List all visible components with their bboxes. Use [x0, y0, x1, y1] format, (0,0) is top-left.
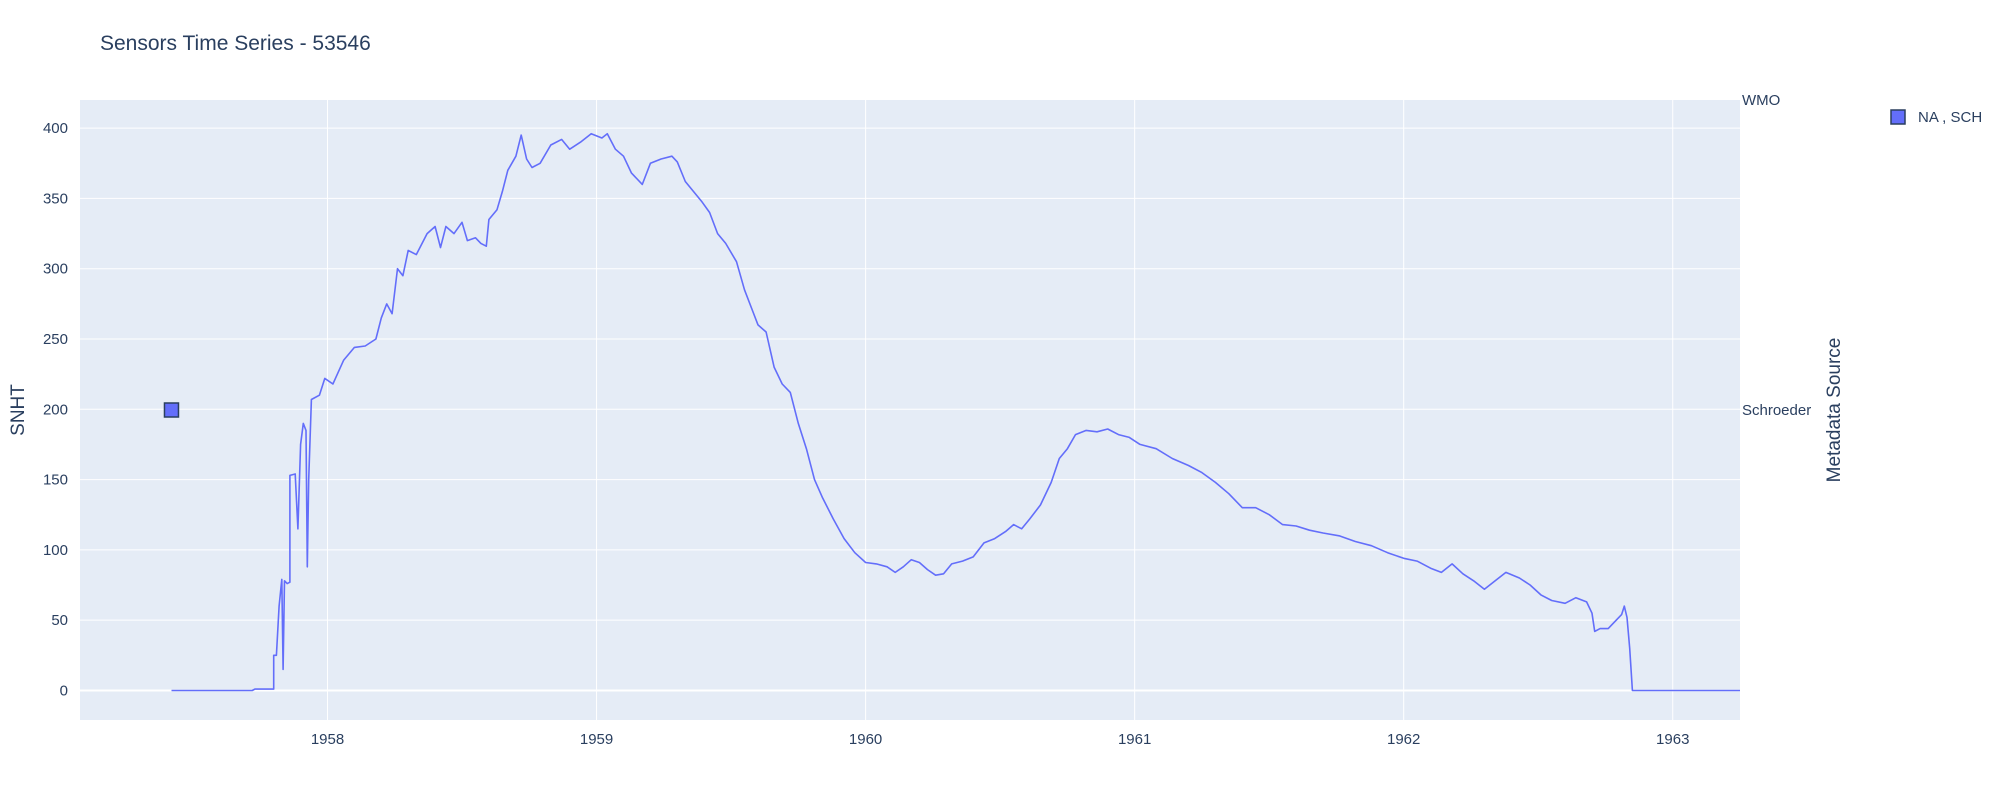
y-axis-title: SNHT [8, 384, 29, 436]
y-tick-label: 150 [43, 472, 68, 489]
x-tick-label: 1958 [311, 731, 344, 748]
y-tick-labels: 0 50 100 150 200 250 300 350 400 [43, 120, 68, 699]
metadata-marker [163, 402, 180, 418]
y2-category-labels: Schroeder WMO [1742, 92, 1811, 419]
metadata-markers [163, 402, 180, 418]
x-tick-label: 1962 [1387, 731, 1420, 748]
y-tick-label: 50 [51, 612, 68, 629]
y-tick-label: 300 [43, 261, 68, 278]
y2-category-label: Schroeder [1742, 402, 1811, 419]
x-gridlines [327, 100, 1674, 720]
y-tick-label: 250 [43, 331, 68, 348]
x-tick-label: 1961 [1118, 731, 1151, 748]
y-tick-label: 200 [43, 401, 68, 418]
y-tick-label: 0 [60, 682, 68, 699]
y-tick-label: 400 [43, 120, 68, 137]
x-tick-label: 1960 [849, 731, 882, 748]
y-gridlines [80, 127, 1740, 692]
plot-background [80, 100, 1740, 720]
legend-label: NA , SCH [1918, 109, 1982, 126]
y-tick-label: 100 [43, 542, 68, 559]
x-tick-label: 1959 [580, 731, 613, 748]
y2-axis-title: Metadata Source [1824, 338, 1845, 483]
legend-marker [1890, 109, 1906, 125]
y2-category-label: WMO [1742, 92, 1780, 109]
snht-series-line [171, 132, 1740, 692]
legend[interactable]: NA , SCH [1890, 109, 1982, 126]
x-tick-label: 1963 [1656, 731, 1689, 748]
chart-title: Sensors Time Series - 53546 [100, 32, 371, 55]
y-tick-label: 350 [43, 190, 68, 207]
x-tick-labels: 1958 1959 1960 1961 1962 1963 [311, 731, 1690, 748]
